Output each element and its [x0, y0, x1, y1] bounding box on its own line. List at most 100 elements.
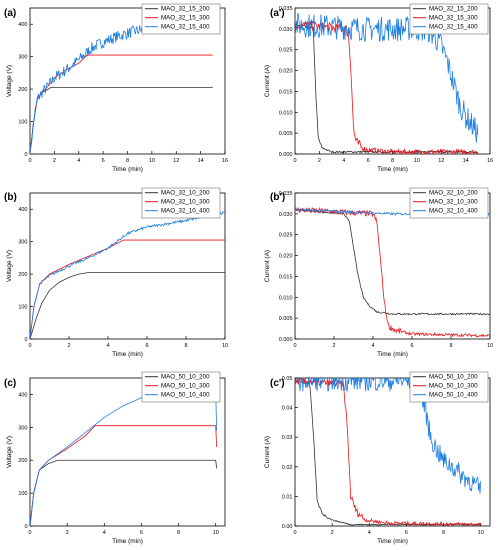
series-line [30, 211, 225, 339]
y-tick-label: 400 [18, 392, 27, 398]
legend-entry: MAO_32_15_300 [429, 15, 478, 22]
x-tick-label: 6 [410, 343, 413, 349]
x-tick-label: 2 [67, 343, 70, 349]
y-tick-label: 200 [18, 272, 27, 278]
x-tick-label: 0 [293, 530, 296, 536]
series-line [295, 380, 482, 526]
x-tick-label: 10 [478, 530, 484, 536]
y-tick-label: 0.05 [282, 376, 293, 382]
x-tick-label: 8 [391, 158, 394, 164]
x-tick-label: 10 [213, 530, 219, 536]
y-tick-label: 400 [18, 22, 27, 28]
x-tick-label: 0 [28, 158, 31, 164]
x-tick-label: 16 [222, 158, 228, 164]
x-tick-label: 2 [66, 530, 69, 536]
x-tick-label: 10 [487, 343, 493, 349]
legend-entry: MAO_32_10_300 [429, 199, 478, 206]
y-axis-label: Voltage (V) [6, 65, 13, 97]
y-tick-label: 0.010 [279, 295, 293, 301]
legend-entry: MAO_50_10_400 [161, 392, 210, 399]
series-line [30, 239, 225, 339]
x-tick-label: 6 [405, 530, 408, 536]
series-line [295, 12, 479, 143]
x-tick-label: 4 [106, 343, 109, 349]
x-tick-label: 8 [177, 530, 180, 536]
y-axis-label: Current (A) [264, 65, 271, 97]
y-tick-label: 100 [18, 491, 27, 497]
y-tick-label: 0.010 [279, 110, 293, 116]
y-tick-label: 0.035 [279, 6, 293, 12]
y-tick-label: 0.015 [279, 89, 293, 95]
panel-4: (b') 0 2 4 6 8 10 0.000 0.005 0.010 0.015 0.020 0.02… [264, 187, 493, 358]
legend-entry: MAO_50_10_200 [161, 374, 210, 381]
x-tick-label: 4 [371, 343, 374, 349]
panel-6: (c') 0 2 4 6 8 10 0.00 0.01 0.02 0.03 0.04 0.05 Time … [264, 371, 491, 545]
y-tick-label: 0 [24, 152, 27, 158]
panel-label: (c') [270, 378, 285, 389]
series-line [295, 23, 479, 154]
series-line [30, 87, 213, 154]
y-axis-label: Voltage (V) [6, 250, 13, 282]
y-tick-label: 400 [18, 207, 27, 213]
panel-label: (c) [4, 378, 16, 389]
plot-frame [294, 377, 491, 527]
y-tick-label: 300 [18, 425, 27, 431]
x-axis-label: Time (min) [377, 166, 408, 173]
x-axis-label: Time (min) [377, 351, 408, 358]
legend-entry: MAO_32_10_400 [429, 208, 478, 215]
y-tick-label: 0.020 [279, 69, 293, 75]
x-tick-label: 14 [198, 158, 204, 164]
x-tick-label: 0 [28, 530, 31, 536]
series-line [295, 378, 482, 494]
x-tick-label: 8 [449, 343, 452, 349]
x-axis-label: Time (min) [112, 351, 143, 358]
y-tick-label: 0.005 [279, 316, 293, 322]
y-tick-label: 300 [18, 240, 27, 246]
legend-entry: MAO_32_15_300 [161, 15, 210, 22]
x-tick-label: 4 [342, 158, 345, 164]
legend-entry: MAO_50_10_300 [429, 383, 478, 390]
y-tick-label: 0.000 [279, 337, 293, 343]
legend-entry: MAO_50_10_400 [429, 392, 478, 399]
x-axis-label: Time (min) [112, 538, 143, 545]
x-axis-label: Time (min) [377, 538, 408, 545]
legend-entry: MAO_32_10_200 [161, 190, 210, 197]
legend-entry: MAO_50_10_300 [161, 383, 210, 390]
y-axis-label: Current (A) [264, 436, 271, 468]
x-tick-label: 0 [28, 343, 31, 349]
series-line [30, 425, 218, 526]
panel-2: (a') 0 2 4 6 8 10 12 14 16 0.000 0.005 0.010 0.015 0.0… [264, 3, 493, 173]
panel-label: (b) [4, 192, 17, 203]
y-tick-label: 0.00 [282, 524, 293, 530]
y-tick-label: 0 [24, 337, 27, 343]
x-tick-label: 8 [442, 530, 445, 536]
x-tick-label: 12 [438, 158, 444, 164]
y-tick-label: 0.000 [279, 152, 293, 158]
legend-entry: MAO_32_10_400 [161, 208, 210, 215]
x-tick-label: 8 [184, 343, 187, 349]
legend-entry: MAO_32_15_200 [161, 6, 210, 13]
series-line [30, 54, 213, 154]
y-tick-label: 200 [18, 87, 27, 93]
plot-frame [294, 192, 491, 340]
plot-frame [29, 377, 226, 527]
x-tick-label: 4 [103, 530, 106, 536]
x-tick-label: 2 [53, 158, 56, 164]
x-tick-label: 8 [126, 158, 129, 164]
x-tick-label: 4 [368, 530, 371, 536]
y-tick-label: 0.03 [282, 435, 293, 441]
legend-entry: MAO_32_10_200 [429, 190, 478, 197]
panel-label: (b') [270, 192, 285, 203]
panel-label: (a') [270, 8, 285, 19]
x-tick-label: 0 [293, 158, 296, 164]
y-tick-label: 0.025 [279, 48, 293, 54]
legend-entry: MAO_50_10_200 [429, 374, 478, 381]
series-line [30, 16, 214, 154]
x-tick-label: 10 [414, 158, 420, 164]
x-tick-label: 2 [332, 343, 335, 349]
y-tick-label: 0.04 [282, 406, 293, 412]
legend-entry: MAO_32_15_200 [429, 6, 478, 13]
y-tick-label: 0.005 [279, 131, 293, 137]
